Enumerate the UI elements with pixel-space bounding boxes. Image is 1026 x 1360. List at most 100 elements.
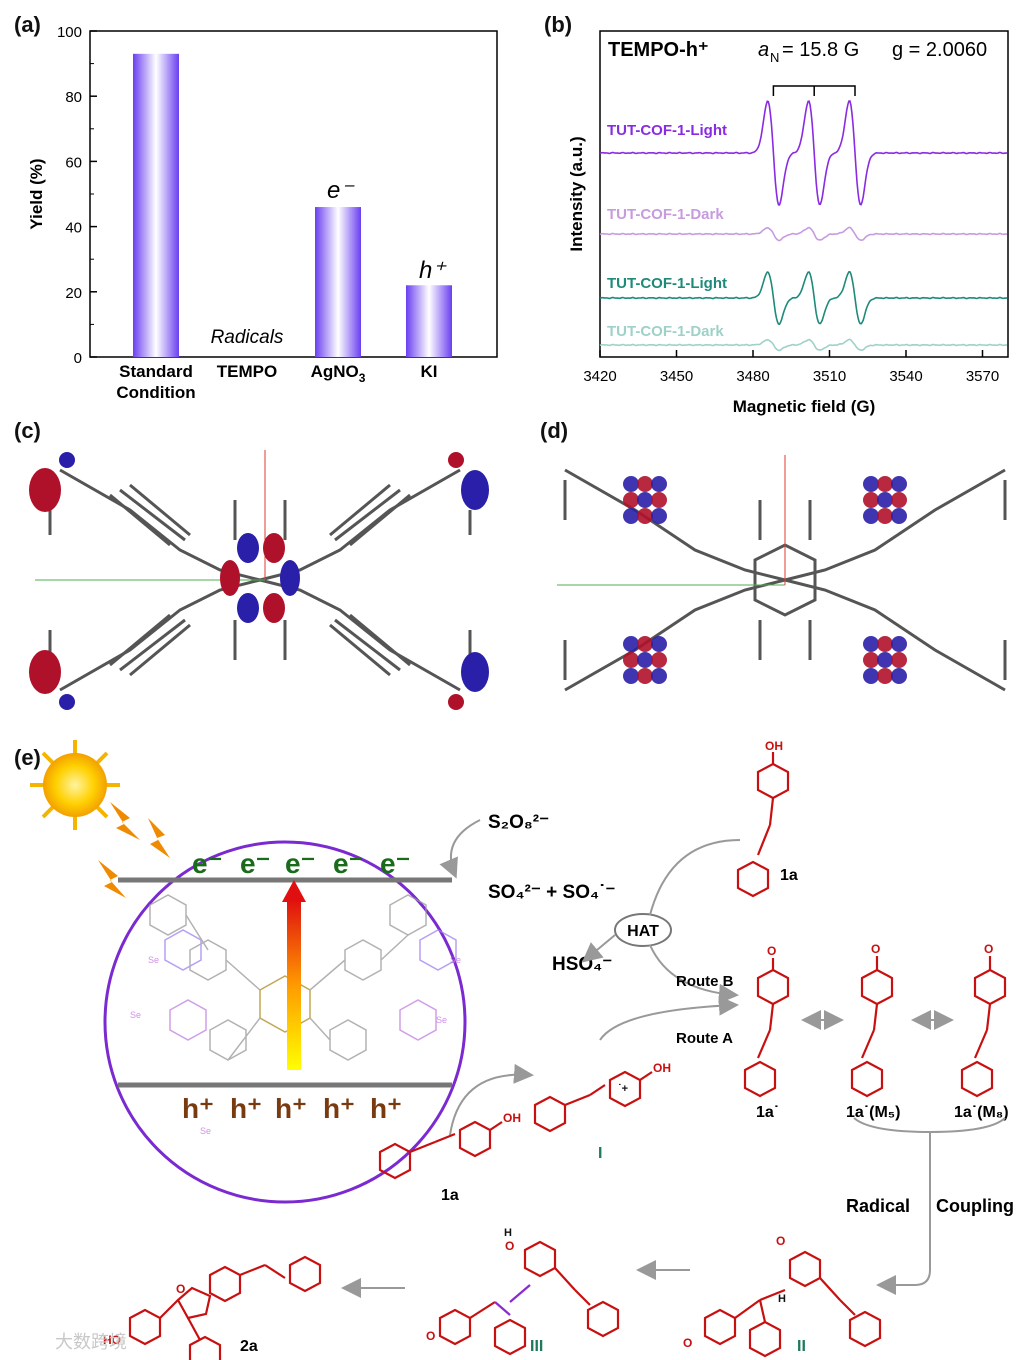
panel-label-c: (c): [14, 418, 41, 443]
hat-bubble: [614, 913, 672, 947]
route-b-label: Route B: [676, 973, 734, 990]
ho-label: HO: [103, 1333, 121, 1347]
chart-title: TEMPO-h⁺: [608, 39, 709, 61]
sulfate-products: SO₄²⁻ + SO₄˙⁻: [488, 882, 615, 903]
orbital-lobe: [863, 508, 879, 524]
orbital-lobe: [623, 492, 639, 508]
orbital-lobe: [623, 668, 639, 684]
orbital-lobe: [891, 668, 907, 684]
bar-chart: 0 20 40 60 80 100 Yield (%) Radicals e⁻ h⁺ St…: [27, 24, 498, 402]
x-tick-label: 3540: [889, 368, 922, 385]
compound-1a-bottom: 1a: [441, 1187, 459, 1204]
y-tick-label: 40: [65, 220, 82, 237]
orbital-lobe: [623, 476, 639, 492]
y-axis-label: Yield (%): [27, 158, 46, 229]
orbital-lobe: [877, 636, 893, 652]
y-tick-label: 0: [74, 350, 82, 367]
orbital-lobe: [891, 492, 907, 508]
g-factor: g = 2.0060: [892, 39, 987, 61]
orbital-lobe: [891, 476, 907, 492]
x-tick-label: 3510: [813, 368, 846, 385]
oh-label: OH: [503, 1111, 521, 1125]
x-category-label: TEMPO: [217, 362, 277, 381]
electron-annotation: e⁻: [327, 177, 355, 204]
o-label: O: [505, 1239, 514, 1253]
panel-label-b: (b): [544, 12, 573, 37]
x-category-label: Standard: [119, 362, 193, 381]
hyperfine-value: = 15.8 G: [782, 39, 859, 61]
lumo-orbital-image: [557, 455, 1007, 692]
orbital-lobe: [863, 476, 879, 492]
cof-circle: [103, 840, 467, 1204]
x-tick-label: 3480: [736, 368, 769, 385]
se-label: Se: [436, 1015, 447, 1025]
o-label: O: [767, 944, 776, 958]
plot-frame: [599, 30, 1009, 358]
watermark: 大数跨境: [55, 1332, 127, 1352]
orbital-lobe: [877, 508, 893, 524]
electron-symbol: e⁻: [192, 848, 222, 879]
orbital-lobe: [891, 508, 907, 524]
radical-label: Radical: [846, 1196, 910, 1216]
orbital-lobe: [651, 508, 667, 524]
orbital-lobe: [651, 492, 667, 508]
compound-1a-radical: 1a˙: [756, 1104, 779, 1121]
hyperfine-sub: N: [770, 50, 779, 65]
intermediate-I: I: [598, 1145, 602, 1162]
bisulfate-label: HSO₄⁻: [552, 954, 612, 975]
se-label: Se: [450, 955, 461, 965]
orbital-lobe: [651, 636, 667, 652]
se-label: Se: [130, 1010, 141, 1020]
cof-structure: [149, 894, 457, 1061]
orbital-lobe: [651, 668, 667, 684]
orbital-lobe: [623, 636, 639, 652]
orbital-lobe: [637, 492, 653, 508]
orbital-lobe: [863, 492, 879, 508]
x-category-label: KI: [421, 362, 438, 381]
orbital-lobe: [863, 636, 879, 652]
orbital-lobe: [637, 508, 653, 524]
orbital-lobe: [891, 652, 907, 668]
x-tick-label: 3420: [583, 368, 616, 385]
hyperfine-a: a: [758, 39, 769, 61]
hat-label: HAT: [627, 923, 659, 940]
electron-symbol: e⁻: [380, 848, 410, 879]
hole-symbol: h⁺: [323, 1093, 355, 1124]
orbital-lobe: [877, 668, 893, 684]
orbital-lobe: [637, 668, 653, 684]
x-category-label: AgNO3: [311, 362, 366, 385]
x-tick-label: 3450: [660, 368, 693, 385]
oh-label: OH: [653, 1061, 671, 1075]
compound-1a: 1a: [780, 867, 798, 884]
orbital-lobe: [877, 476, 893, 492]
oh-label: OH: [765, 740, 783, 753]
intermediate-III: III: [530, 1338, 543, 1355]
series-label: TUT-COF-1-Dark: [607, 323, 724, 340]
product-2a: 2a: [240, 1338, 258, 1355]
se-label: Se: [148, 955, 159, 965]
compound-1a-m5: 1a˙(M₅): [846, 1104, 900, 1121]
h-label: H: [778, 1293, 786, 1305]
orbital-lobe: [623, 652, 639, 668]
orbital-lobe: [637, 652, 653, 668]
electron-symbol: e⁻: [285, 848, 315, 879]
panel-label-d: (d): [540, 418, 569, 443]
orbital-lobe: [877, 492, 893, 508]
orbital-lobe: [651, 652, 667, 668]
hole-annotation: h⁺: [419, 257, 447, 284]
o-label: O: [984, 942, 993, 956]
series-label: TUT-COF-1-Light: [607, 275, 727, 292]
bar: [406, 285, 452, 357]
epr-chart: TEMPO-h⁺ a N = 15.8 G g = 2.0060 3420 345…: [567, 30, 1009, 416]
bar: [315, 207, 361, 357]
hole-symbol: h⁺: [230, 1093, 262, 1124]
mechanism-scheme: Se Se Se Se Se e⁻ e⁻ e⁻ e⁻ e⁻ h⁺ h⁺ h⁺ h⁺ h⁺ S₂O…: [30, 740, 1014, 1360]
orbital-lobe: [623, 508, 639, 524]
sun-icon: [30, 740, 120, 830]
orbital-lobe: [877, 652, 893, 668]
x-axis-label: Magnetic field (G): [733, 397, 876, 416]
y-tick-label: 60: [65, 154, 82, 171]
intermediate-II: II: [797, 1338, 806, 1355]
hole-symbol: h⁺: [370, 1093, 402, 1124]
radicals-annotation: Radicals: [211, 327, 284, 348]
